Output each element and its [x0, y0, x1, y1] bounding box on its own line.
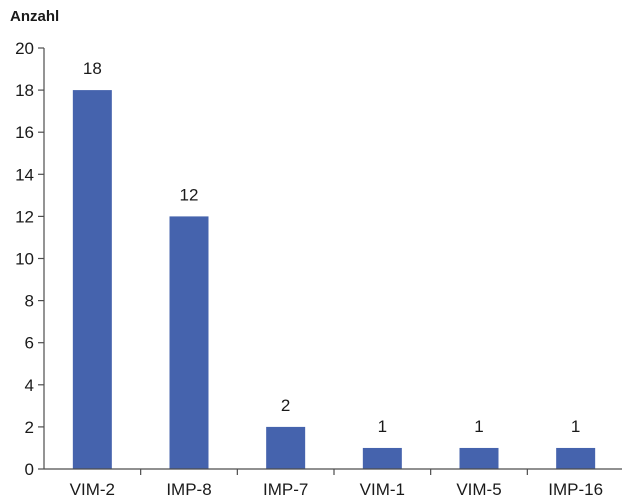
- x-axis-ticks: VIM-2 IMP-8 IMP-7 VIM-1 VIM-5 IMP-16: [70, 469, 603, 499]
- bar: [169, 216, 209, 469]
- x-tick-label: VIM-2: [70, 480, 115, 499]
- y-axis-ticks: 0 2 4 6 8 10 12 14 16 18 20: [15, 39, 44, 479]
- y-tick-label: 4: [25, 376, 34, 395]
- y-tick-label: 6: [25, 334, 34, 353]
- y-tick-label: 2: [25, 418, 34, 437]
- y-axis-label: Anzahl: [10, 8, 59, 25]
- data-label: 1: [474, 417, 483, 436]
- data-label: 1: [378, 417, 387, 436]
- y-tick-label: 18: [15, 81, 34, 100]
- x-tick-label: VIM-1: [360, 480, 405, 499]
- data-label: 1: [571, 417, 580, 436]
- x-tick-label: IMP-7: [263, 480, 308, 499]
- x-tick-label: VIM-5: [456, 480, 501, 499]
- data-label: 12: [180, 185, 199, 204]
- y-tick-label: 12: [15, 207, 34, 226]
- bar: [556, 447, 596, 469]
- bar: [362, 447, 402, 469]
- bar: [266, 426, 306, 469]
- bars-group: 18 12 2 1 1 1: [72, 59, 596, 469]
- bar: [72, 90, 112, 469]
- x-tick-label: IMP-16: [548, 480, 603, 499]
- data-label: 18: [83, 59, 102, 78]
- y-tick-label: 0: [25, 460, 34, 479]
- y-tick-label: 16: [15, 123, 34, 142]
- y-tick-label: 14: [15, 165, 34, 184]
- bar: [459, 447, 499, 469]
- y-tick-label: 10: [15, 250, 34, 269]
- data-label: 2: [281, 396, 290, 415]
- y-tick-label: 8: [25, 292, 34, 311]
- y-tick-label: 20: [15, 39, 34, 58]
- x-tick-label: IMP-8: [166, 480, 211, 499]
